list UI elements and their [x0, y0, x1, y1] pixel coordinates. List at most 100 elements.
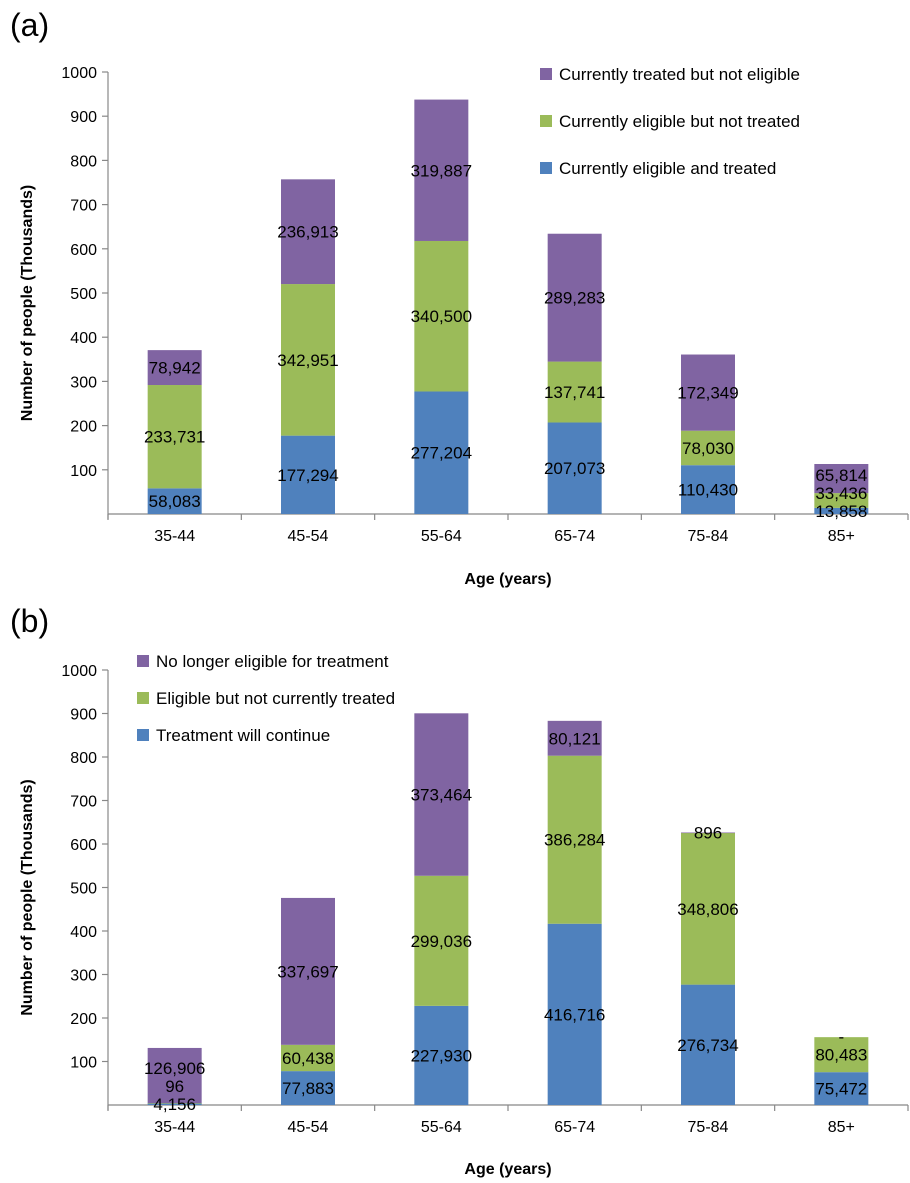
data-label: 340,500 — [411, 307, 472, 326]
x-tick-label: 65-74 — [554, 1119, 595, 1136]
data-label: 126,906 — [144, 1059, 205, 1078]
y-tick-label: 100 — [70, 1055, 97, 1072]
data-label: 80,121 — [549, 729, 601, 748]
bar-segment — [414, 240, 469, 392]
bar-segment — [681, 832, 735, 834]
legend-label: Currently treated but not eligible — [559, 65, 800, 84]
bar-segment — [281, 1071, 335, 1105]
x-tick-label: 45-54 — [288, 528, 329, 545]
y-tick-label: 200 — [70, 419, 97, 436]
data-label: 896 — [694, 824, 722, 843]
bar-segment — [147, 350, 202, 386]
x-tick-label: 85+ — [828, 1119, 855, 1136]
data-label: 4,156 — [153, 1095, 196, 1114]
y-tick-label: 100 — [70, 463, 97, 480]
data-label: 299,036 — [411, 932, 472, 951]
legend-label: Currently eligible but not treated — [559, 112, 800, 131]
data-label: 58,083 — [149, 492, 201, 511]
bar-segment — [147, 488, 202, 514]
bar-segment — [281, 435, 335, 514]
x-tick-label: 35-44 — [154, 1119, 195, 1136]
bar-segment — [547, 361, 602, 423]
x-tick-label: 85+ — [828, 528, 855, 545]
legend: Currently treated but not eligible Curren… — [540, 65, 800, 178]
legend-swatch — [540, 115, 552, 127]
bar-segment — [681, 354, 735, 431]
y-tick-label: 700 — [70, 794, 97, 811]
data-label: 80,483 — [815, 1046, 867, 1065]
data-label: 236,913 — [277, 223, 338, 242]
legend-swatch — [137, 655, 149, 667]
data-label: 172,349 — [677, 384, 738, 403]
y-tick-label: 300 — [70, 374, 97, 391]
bar-segment — [547, 923, 602, 1105]
bar-segment — [281, 1044, 335, 1072]
bar-segment — [547, 233, 602, 362]
y-tick-label: 600 — [70, 837, 97, 854]
y-axis-title: Number of people (Thousands) — [19, 779, 36, 1015]
bar-segment — [147, 1103, 202, 1105]
y-tick-label: 700 — [70, 198, 97, 215]
y-tick-label: 900 — [70, 109, 97, 126]
panel-label: (a) — [10, 7, 49, 43]
legend-label: Treatment will continue — [156, 726, 330, 745]
y-tick-label: 1000 — [61, 663, 97, 680]
data-label: 276,734 — [677, 1036, 738, 1055]
bar-segment — [414, 875, 469, 1006]
bar-segment — [681, 984, 735, 1105]
data-label: 77,883 — [282, 1079, 334, 1098]
chart-panel-b: (b) 100 200 300 400 500 600 700 800 900 1000 35-44 4… — [10, 603, 909, 1178]
x-tick-label: 35-44 — [154, 528, 195, 545]
y-tick-label: 500 — [70, 286, 97, 303]
legend: No longer eligible for treatment Eligible… — [137, 652, 395, 745]
bar-segment — [547, 720, 602, 756]
data-label: 78,942 — [149, 359, 201, 378]
data-label: 337,697 — [277, 962, 338, 981]
data-label: 33,436 — [815, 484, 867, 503]
bar-segment — [547, 422, 602, 514]
panel-label: (b) — [10, 603, 49, 639]
x-tick-label: 45-54 — [288, 1119, 329, 1136]
bar-segment — [814, 464, 869, 494]
bar-segment — [681, 832, 735, 985]
y-tick-label: 500 — [70, 881, 97, 898]
x-tick-label: 75-84 — [688, 1119, 729, 1136]
data-label: 373,464 — [411, 786, 472, 805]
data-label: 277,204 — [411, 444, 472, 463]
bar-segment — [814, 1072, 869, 1105]
legend-swatch — [540, 68, 552, 80]
y-tick-label: 400 — [70, 924, 97, 941]
y-tick-label: 300 — [70, 968, 97, 985]
data-label: 289,283 — [544, 289, 605, 308]
x-axis-title: Age (years) — [464, 571, 551, 588]
y-tick-label: 600 — [70, 242, 97, 259]
data-label: 386,284 — [544, 831, 605, 850]
bar-segment — [414, 391, 469, 514]
bar-segment — [147, 1047, 202, 1104]
legend-swatch — [540, 162, 552, 174]
data-label: 13,858 — [815, 502, 867, 521]
data-label: 416,716 — [544, 1005, 605, 1024]
data-label: 177,294 — [277, 466, 338, 485]
bar-segment — [414, 99, 469, 241]
y-tick-label: 1000 — [61, 65, 97, 82]
bar-segment — [281, 284, 335, 436]
data-label: 110,430 — [678, 481, 738, 500]
data-label: 78,030 — [682, 439, 734, 458]
bar-segment — [147, 1103, 202, 1104]
data-label: - — [838, 1028, 844, 1047]
data-label: 227,930 — [411, 1046, 472, 1065]
legend-label: No longer eligible for treatment — [156, 652, 389, 671]
bar-segment — [147, 385, 202, 489]
y-tick-label: 900 — [70, 707, 97, 724]
bar-segment — [814, 1037, 869, 1073]
legend-label: Eligible but not currently treated — [156, 689, 395, 708]
y-tick-label: 800 — [70, 750, 97, 767]
data-label: 342,951 — [277, 351, 338, 370]
y-tick-label: 200 — [70, 1011, 97, 1028]
x-tick-label: 55-64 — [421, 1119, 462, 1136]
bar-segment — [414, 713, 469, 876]
data-label: 207,073 — [544, 459, 605, 478]
legend-swatch — [137, 729, 149, 741]
bar-segment — [281, 897, 335, 1045]
